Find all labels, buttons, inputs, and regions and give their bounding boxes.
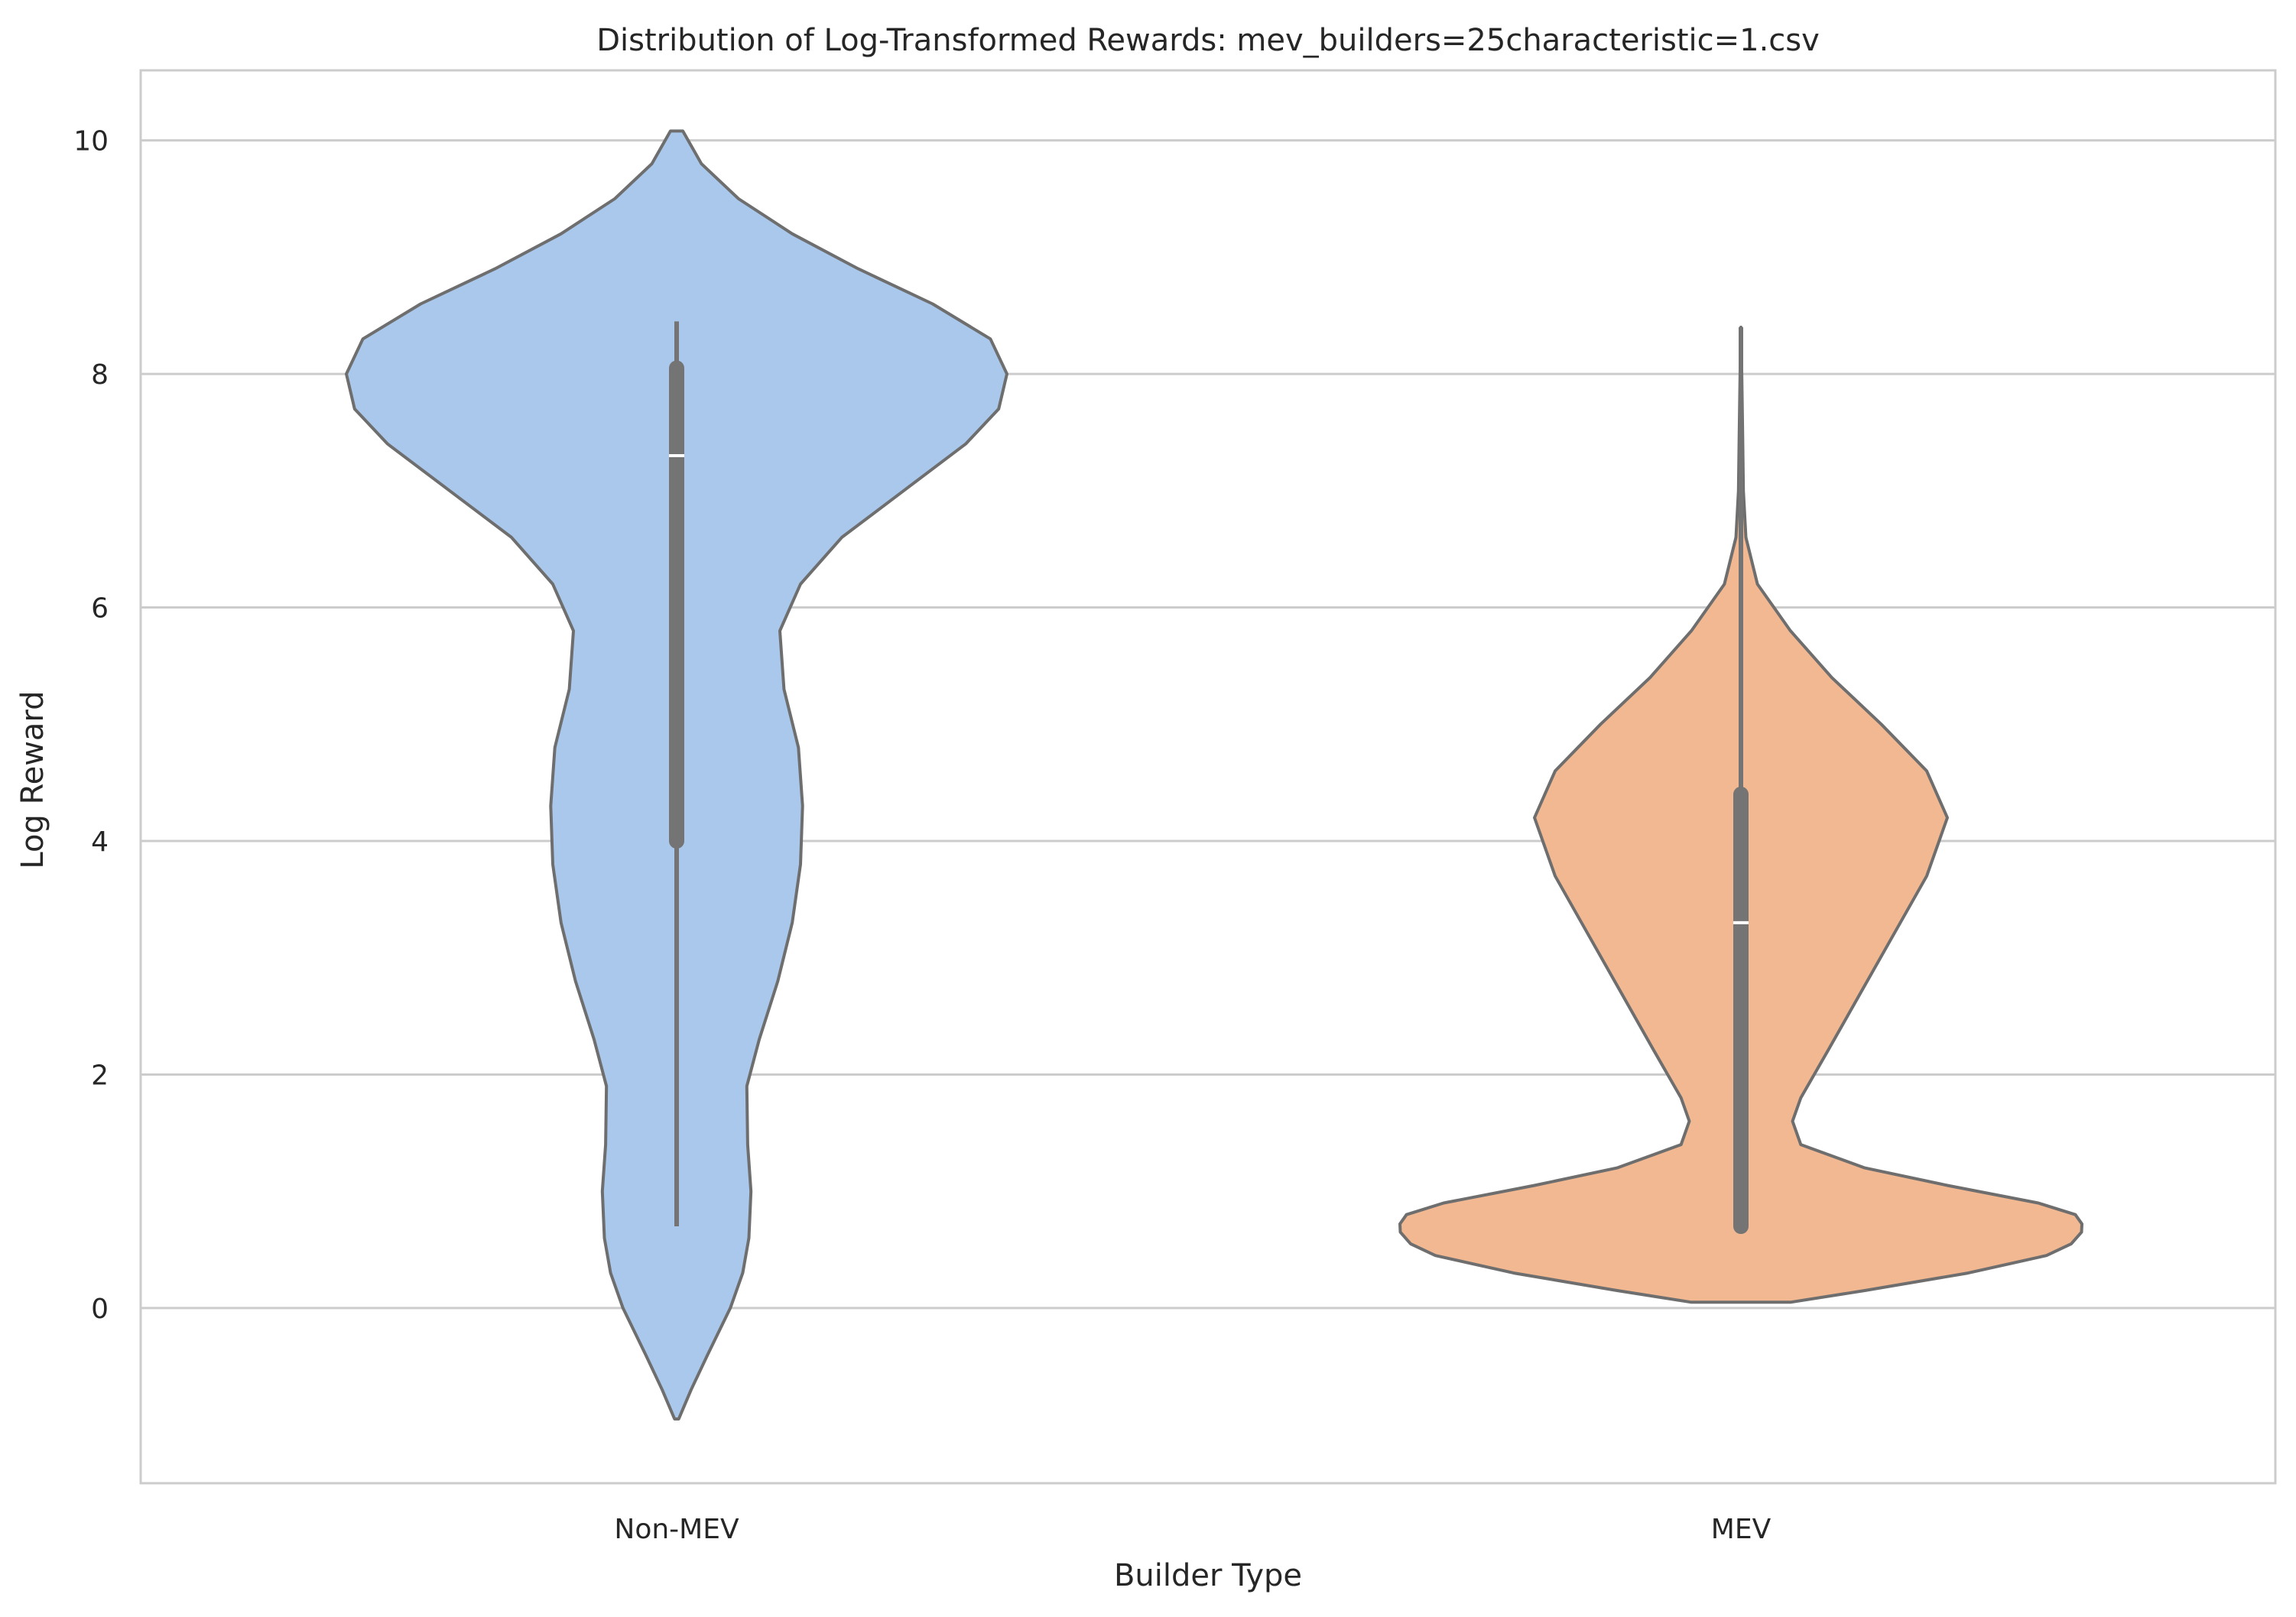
- y-tick-label: 0: [91, 1294, 109, 1325]
- chart-title: Distribution of Log-Transformed Rewards:…: [596, 23, 1820, 58]
- y-tick-label: 8: [91, 359, 109, 391]
- violin-non-mev: [345, 129, 1008, 1421]
- plot-frame: [139, 69, 2277, 1485]
- y-axis-label: Log Reward: [15, 690, 50, 869]
- x-tick-labels: Non-MEV MEV: [614, 1514, 1771, 1545]
- y-tick-label: 10: [73, 126, 109, 157]
- x-axis-label: Builder Type: [1114, 1558, 1302, 1593]
- x-tick-label: Non-MEV: [614, 1514, 739, 1545]
- x-tick-label: MEV: [1711, 1514, 1772, 1545]
- y-tick-label: 6: [91, 593, 109, 625]
- violin-mev: [1398, 326, 2083, 1304]
- y-tick-labels: 0 2 4 6 8 10: [73, 126, 109, 1325]
- y-tick-label: 2: [91, 1060, 109, 1091]
- y-tick-label: 4: [91, 826, 109, 858]
- violins: [345, 129, 2083, 1421]
